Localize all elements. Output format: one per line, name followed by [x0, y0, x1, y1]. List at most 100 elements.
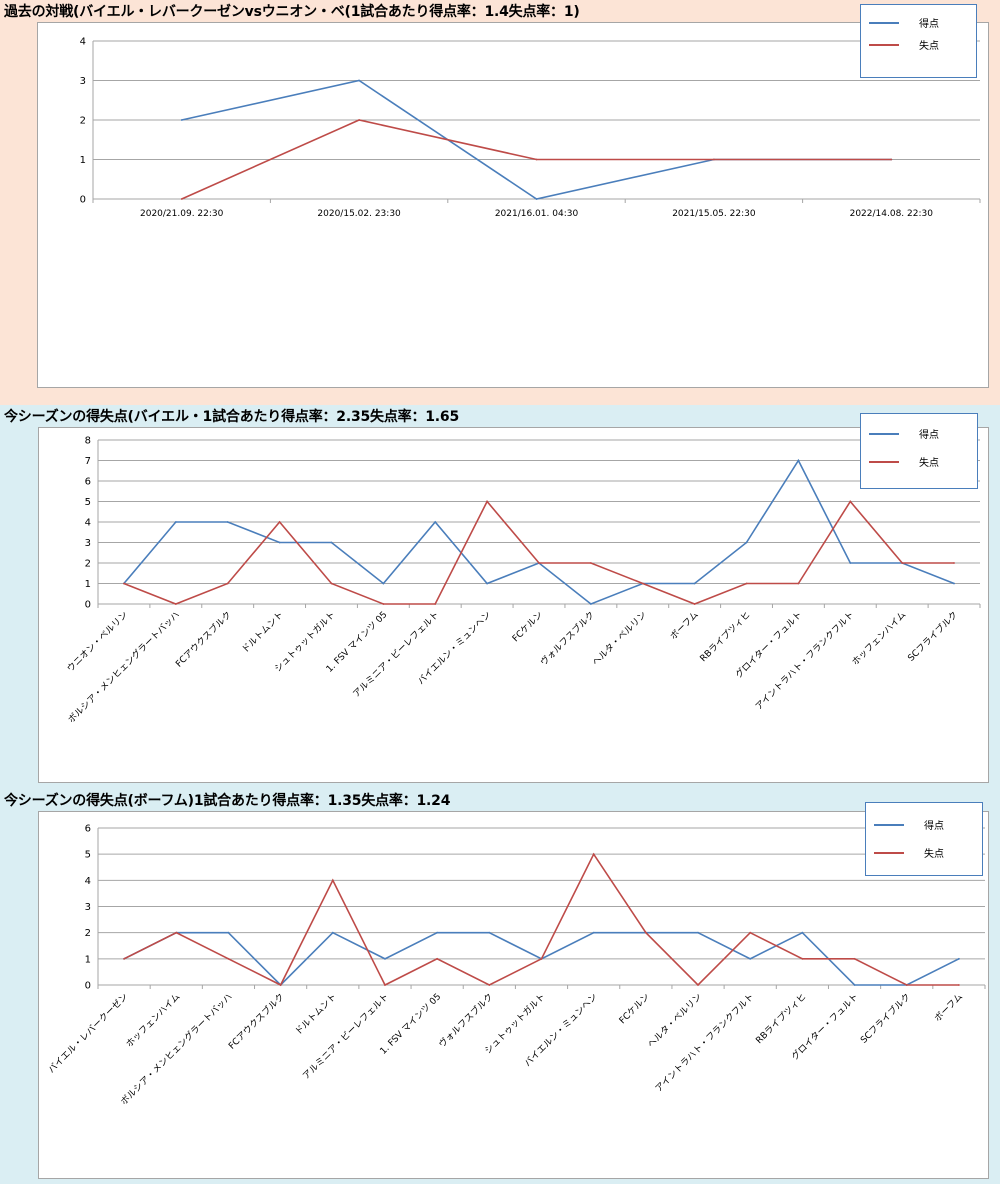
section-title: 今シーズンの得失点(ボーフム)1試合あたり得点率：1.35失点率：1.24 — [4, 793, 451, 809]
x-tick-label: SCフライブルク — [905, 609, 960, 664]
data-point-scored — [278, 541, 281, 544]
data-point-conceded — [331, 879, 334, 882]
data-point-conceded — [227, 957, 230, 960]
chart-area — [37, 22, 989, 388]
data-point-scored — [953, 582, 955, 585]
legend-label-scored: 得点 — [919, 430, 939, 441]
x-tick-label: ホッフェンハイム — [124, 991, 182, 1049]
legend-swatch-scored — [869, 22, 899, 24]
data-point-scored — [849, 562, 852, 564]
data-point-scored — [358, 79, 360, 82]
legend: 得点 失点 — [865, 802, 983, 876]
bochum-season-line-chart: 0 1 2 3 4 5 6 バイエル・レバークーゼンホッフェンハイムボルシア・メンヒェングラー… — [45, 824, 986, 1108]
data-point-conceded — [958, 984, 960, 986]
legend-swatch-conceded — [869, 461, 899, 463]
section-title: 過去の対戦(バイエル・レバークーゼンvsウニオン・ベ(1試合あたり得点率：1.4… — [4, 4, 580, 20]
data-point-conceded — [278, 521, 281, 523]
data-point-scored — [384, 957, 386, 960]
head-to-head-section: 0 1 2 3 4 2020/21.09. 22:30 2020/15.02. 23:30 2… — [0, 0, 1000, 405]
data-point-scored — [174, 521, 177, 523]
y-tick-label: 6 — [85, 477, 91, 488]
data-point-conceded — [589, 562, 592, 564]
legend-swatch-scored — [869, 433, 899, 435]
y-tick-label: 3 — [85, 538, 91, 549]
data-point-conceded — [436, 957, 439, 960]
legend-label-conceded: 失点 — [919, 458, 939, 469]
data-point-conceded — [644, 931, 647, 934]
bochum-season-section: 0 1 2 3 4 5 6 バイエル・レバークーゼン ホッフェンハイム ボルシア・メンヒェングラー… — [0, 789, 1000, 1184]
data-point-scored — [958, 957, 960, 960]
legend: 得点 失点 — [860, 413, 978, 489]
chart-area — [38, 811, 989, 1179]
y-tick-label: 0 — [80, 195, 86, 206]
x-tick-label: ボーフム — [932, 991, 965, 1024]
data-point-scored — [693, 582, 696, 585]
data-point-conceded — [123, 957, 125, 960]
y-tick-label: 8 — [85, 436, 91, 447]
data-point-conceded — [849, 500, 852, 503]
x-tick-label: ヘルタ・ベルリン — [590, 609, 649, 668]
series-line-scored — [123, 458, 955, 605]
x-tick-label: FCケルン — [510, 609, 545, 644]
data-point-conceded — [180, 198, 183, 200]
data-point-conceded — [697, 984, 699, 986]
legend-label-conceded: 失点 — [924, 849, 944, 860]
data-point-scored — [797, 459, 800, 462]
data-point-scored — [434, 521, 437, 523]
head-to-head-line-chart: 0 1 2 3 4 2020/21.09. 22:30 2020/15.02. 23:30 2… — [80, 37, 981, 219]
data-point-conceded — [358, 119, 360, 121]
x-tick-label: ボルシア・メンヒェングラートバッハ — [65, 609, 182, 726]
x-tick-label: SCフライブルク — [858, 991, 913, 1046]
data-point-scored — [592, 931, 595, 934]
x-tick-label: ボルシア・メンヒェングラートバッハ — [118, 991, 235, 1108]
y-tick-label: 5 — [85, 497, 91, 508]
x-tick-label: FCアウクスブルク — [173, 609, 234, 670]
x-tick-label: FCケルン — [617, 991, 652, 1026]
y-tick-label: 7 — [85, 456, 91, 467]
y-tick-label: 1 — [80, 155, 86, 166]
data-point-scored — [331, 931, 334, 934]
legend-swatch-conceded — [874, 852, 904, 854]
y-tick-label: 0 — [85, 981, 91, 992]
data-point-scored — [749, 957, 752, 960]
data-point-conceded — [175, 931, 178, 934]
x-tick-label: RBライプツィヒ — [754, 991, 809, 1046]
x-tick-label: 2022/14.08. 22:30 — [850, 209, 934, 219]
data-point-conceded — [174, 603, 177, 605]
x-tick-label: アルミニア・ビーレフェルト — [351, 609, 441, 699]
data-point-conceded — [905, 984, 908, 986]
y-tick-label: 2 — [80, 116, 86, 127]
y-tick-label: 0 — [85, 600, 91, 611]
data-point-conceded — [279, 984, 282, 986]
x-tick-label: ホッフェンハイム — [850, 609, 908, 667]
data-point-scored — [745, 541, 748, 544]
data-point-scored — [697, 931, 699, 934]
data-point-scored — [801, 931, 804, 934]
y-tick-label: 4 — [85, 876, 91, 887]
data-point-scored — [486, 582, 489, 585]
data-point-conceded — [801, 957, 804, 960]
data-point-conceded — [853, 957, 856, 960]
x-tick-label: アルミニア・ビーレフェルト — [301, 991, 391, 1081]
data-point-conceded — [890, 158, 893, 161]
x-tick-label: ヴォルフスブルク — [436, 991, 495, 1050]
data-point-conceded — [745, 582, 748, 585]
y-tick-label: 1 — [85, 579, 91, 590]
x-tick-label: ヘルタ・ベルリン — [645, 991, 704, 1050]
data-point-conceded — [434, 603, 437, 605]
data-point-conceded — [797, 582, 800, 585]
data-point-conceded — [226, 582, 229, 585]
x-tick-label: ボーフム — [668, 609, 701, 642]
data-point-conceded — [123, 582, 125, 585]
series-line-scored — [181, 79, 892, 200]
x-tick-label: 2020/21.09. 22:30 — [140, 209, 224, 219]
legend-label-scored: 得点 — [924, 821, 944, 832]
data-point-conceded — [330, 582, 333, 585]
y-tick-label: 4 — [85, 518, 91, 529]
legend-swatch-conceded — [869, 44, 899, 46]
x-tick-label: アイントラハト・フランクフルト — [753, 609, 856, 712]
x-tick-label: RBライプツィヒ — [698, 609, 753, 664]
x-tick-label: 2021/15.05. 22:30 — [672, 209, 756, 219]
series-line-conceded — [123, 852, 959, 987]
data-point-scored — [226, 521, 229, 523]
